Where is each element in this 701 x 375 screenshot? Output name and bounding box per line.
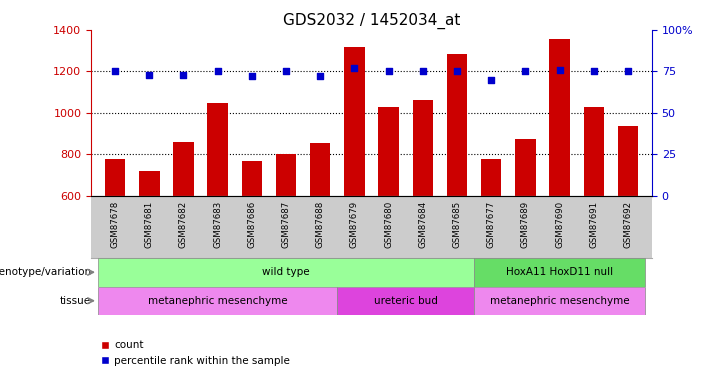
Point: [178, 72, 189, 78]
Text: GSM87681: GSM87681: [145, 201, 154, 248]
Bar: [474, 258, 645, 286]
Bar: [242, 160, 262, 196]
Bar: [413, 100, 433, 196]
Bar: [310, 143, 330, 196]
Point: [315, 74, 326, 80]
Text: GSM87686: GSM87686: [247, 201, 257, 248]
Point: [144, 72, 155, 78]
Bar: [474, 286, 645, 315]
Text: GSM87691: GSM87691: [590, 201, 598, 248]
Bar: [173, 142, 193, 196]
Text: tissue: tissue: [60, 296, 91, 306]
Bar: [515, 139, 536, 196]
Bar: [344, 46, 365, 196]
Text: GSM87677: GSM87677: [486, 201, 496, 248]
Point: [520, 69, 531, 75]
Text: GSM87690: GSM87690: [555, 201, 564, 248]
Bar: [481, 159, 501, 196]
Bar: [337, 286, 474, 315]
Text: GSM87678: GSM87678: [111, 201, 120, 248]
Bar: [447, 54, 468, 196]
Point: [349, 65, 360, 71]
Bar: [105, 159, 125, 196]
Text: genotype/variation: genotype/variation: [0, 267, 91, 277]
Bar: [550, 39, 570, 196]
Title: GDS2032 / 1452034_at: GDS2032 / 1452034_at: [283, 12, 461, 28]
Bar: [275, 154, 297, 196]
Text: GSM87680: GSM87680: [384, 201, 393, 248]
Point: [451, 69, 463, 75]
Bar: [139, 171, 160, 196]
Text: metanephric mesenchyme: metanephric mesenchyme: [148, 296, 287, 306]
Point: [554, 67, 565, 73]
Text: GSM87692: GSM87692: [623, 201, 632, 248]
Point: [417, 69, 428, 75]
Text: HoxA11 HoxD11 null: HoxA11 HoxD11 null: [506, 267, 613, 277]
Text: wild type: wild type: [262, 267, 310, 277]
Text: GSM87684: GSM87684: [418, 201, 428, 248]
Point: [622, 69, 634, 75]
Point: [109, 69, 121, 75]
Point: [383, 69, 394, 75]
Point: [280, 69, 292, 75]
Text: GSM87682: GSM87682: [179, 201, 188, 248]
Text: GSM87687: GSM87687: [282, 201, 290, 248]
Text: GSM87689: GSM87689: [521, 201, 530, 248]
Bar: [207, 103, 228, 196]
Text: GSM87688: GSM87688: [315, 201, 325, 248]
Bar: [98, 258, 474, 286]
Point: [486, 77, 497, 83]
Bar: [98, 286, 337, 315]
Point: [212, 69, 223, 75]
Bar: [583, 107, 604, 196]
Point: [588, 69, 599, 75]
Legend: count, percentile rank within the sample: count, percentile rank within the sample: [96, 336, 294, 370]
Text: GSM87683: GSM87683: [213, 201, 222, 248]
Text: GSM87679: GSM87679: [350, 201, 359, 248]
Point: [246, 74, 257, 80]
Text: metanephric mesenchyme: metanephric mesenchyme: [490, 296, 629, 306]
Bar: [379, 107, 399, 196]
Bar: [618, 126, 638, 196]
Text: ureteric bud: ureteric bud: [374, 296, 437, 306]
Text: GSM87685: GSM87685: [453, 201, 461, 248]
